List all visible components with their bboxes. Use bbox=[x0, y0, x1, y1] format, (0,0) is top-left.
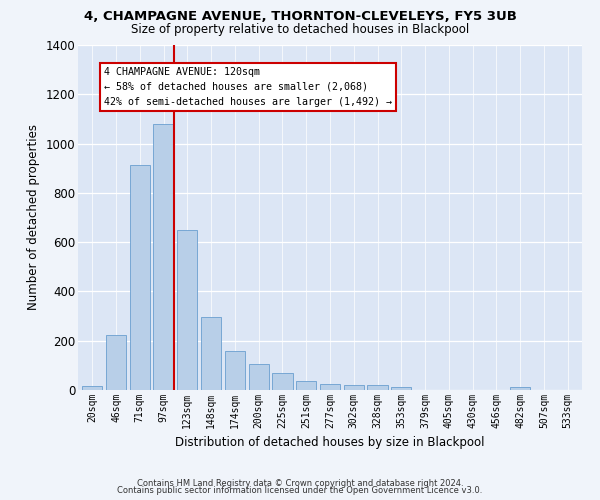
Text: 4, CHAMPAGNE AVENUE, THORNTON-CLEVELEYS, FY5 3UB: 4, CHAMPAGNE AVENUE, THORNTON-CLEVELEYS,… bbox=[83, 10, 517, 23]
Bar bbox=[320, 384, 340, 390]
Bar bbox=[272, 373, 293, 390]
Bar bbox=[154, 124, 173, 390]
Bar bbox=[225, 350, 245, 390]
Bar bbox=[177, 230, 197, 390]
Bar bbox=[106, 334, 126, 390]
Y-axis label: Number of detached properties: Number of detached properties bbox=[27, 124, 40, 310]
Text: 4 CHAMPAGNE AVENUE: 120sqm
← 58% of detached houses are smaller (2,068)
42% of s: 4 CHAMPAGNE AVENUE: 120sqm ← 58% of deta… bbox=[104, 67, 392, 107]
Bar bbox=[248, 364, 269, 390]
Bar bbox=[391, 387, 412, 390]
Bar bbox=[510, 387, 530, 390]
Bar bbox=[201, 318, 221, 390]
Bar bbox=[344, 384, 364, 390]
Text: Contains public sector information licensed under the Open Government Licence v3: Contains public sector information licen… bbox=[118, 486, 482, 495]
Text: Size of property relative to detached houses in Blackpool: Size of property relative to detached ho… bbox=[131, 22, 469, 36]
Bar bbox=[130, 164, 150, 390]
Bar bbox=[82, 386, 103, 390]
X-axis label: Distribution of detached houses by size in Blackpool: Distribution of detached houses by size … bbox=[175, 436, 485, 450]
Bar bbox=[296, 381, 316, 390]
Bar bbox=[367, 385, 388, 390]
Text: Contains HM Land Registry data © Crown copyright and database right 2024.: Contains HM Land Registry data © Crown c… bbox=[137, 478, 463, 488]
